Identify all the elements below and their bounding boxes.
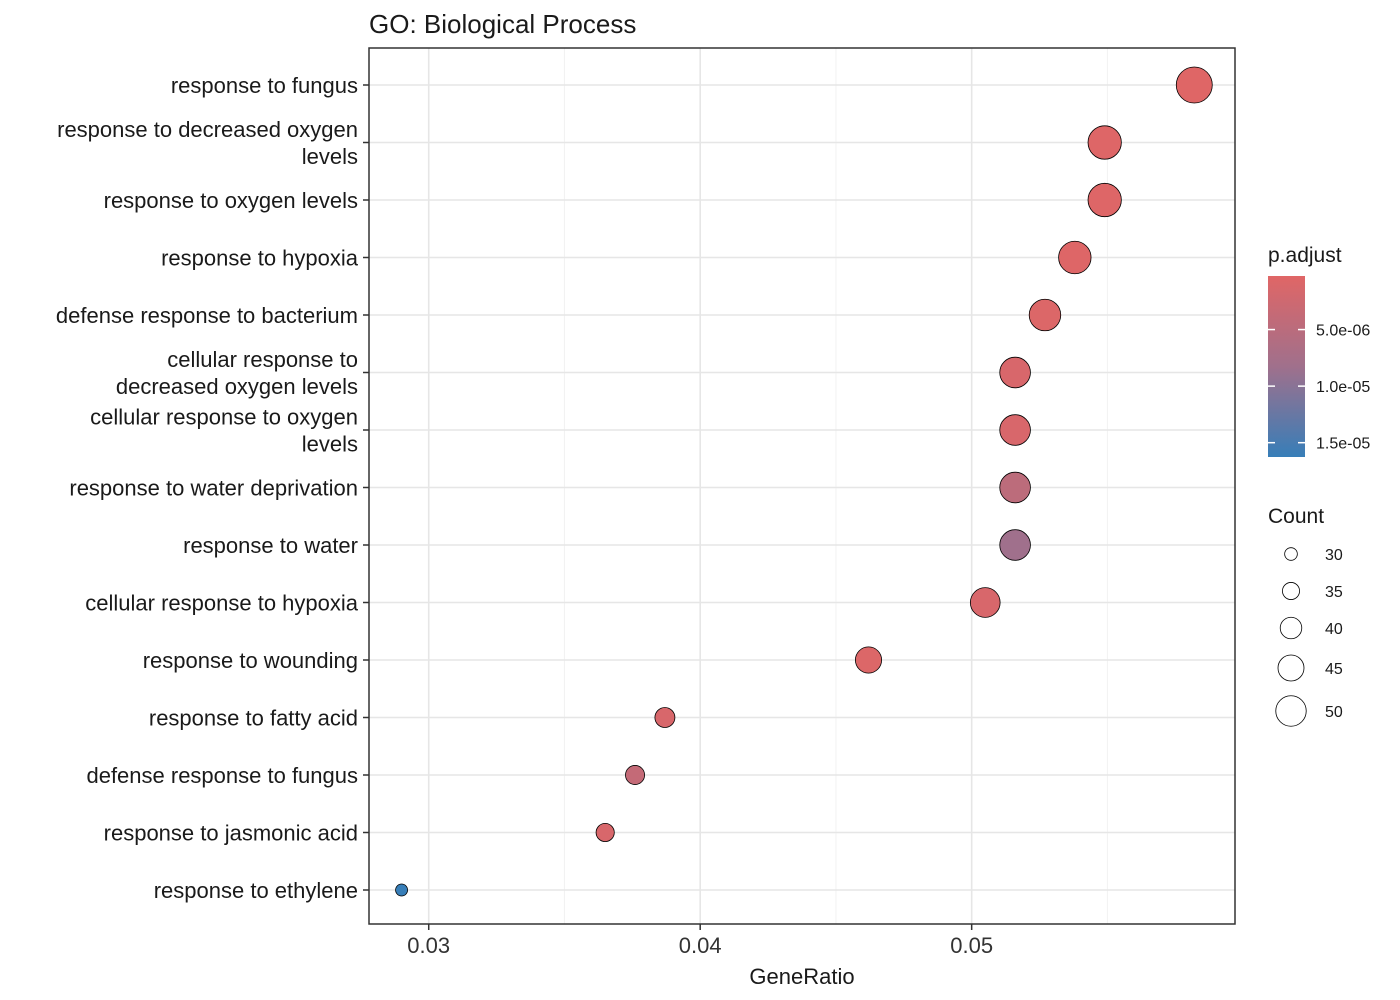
y-tick-label: response to ethylene xyxy=(154,878,358,903)
x-tick-label: 0.04 xyxy=(679,933,722,958)
size-legend-circle xyxy=(1284,547,1298,561)
size-legend: Count 30 35 40 45 50 xyxy=(1268,505,1343,727)
data-point xyxy=(1058,240,1092,275)
color-legend: p.adjust 5.0e-06 1.0e-05 1.5e-05 xyxy=(1268,244,1370,457)
y-tick-label: decreased oxygen levels xyxy=(116,374,358,399)
y-tick-label: cellular response to oxygen xyxy=(90,405,358,430)
plot-panel xyxy=(369,48,1235,924)
y-tick-label: response to fungus xyxy=(171,73,358,98)
y-tick-label: response to water xyxy=(183,533,358,558)
y-tick-label: cellular response to xyxy=(167,347,358,372)
color-legend-title: p.adjust xyxy=(1268,244,1342,267)
color-legend-bar xyxy=(1268,276,1305,457)
y-axis-ticks: response to fungus response to decreased … xyxy=(56,73,369,903)
size-legend-label: 30 xyxy=(1325,547,1343,564)
y-tick-label: defense response to bacterium xyxy=(56,303,358,328)
data-point xyxy=(854,646,883,674)
y-tick-label: levels xyxy=(302,144,358,169)
size-legend-title: Count xyxy=(1268,505,1324,528)
data-point xyxy=(1087,182,1122,218)
y-tick-label: response to decreased oxygen xyxy=(57,117,358,142)
size-legend-label: 40 xyxy=(1325,621,1343,638)
y-tick-label: response to oxygen levels xyxy=(104,188,358,213)
data-point xyxy=(595,822,615,843)
x-tick-label: 0.05 xyxy=(950,933,993,958)
y-tick-label: defense response to fungus xyxy=(86,763,358,788)
data-point xyxy=(969,587,1001,618)
size-legend-circle xyxy=(1277,654,1305,682)
x-axis-ticks: 0.03 0.04 0.05 xyxy=(407,924,993,958)
y-tick-label: cellular response to hypoxia xyxy=(85,591,358,616)
size-legend-circle xyxy=(1282,582,1300,600)
y-tick-label: response to jasmonic acid xyxy=(104,821,358,846)
color-legend-label: 5.0e-06 xyxy=(1316,323,1370,340)
chart-title: GO: Biological Process xyxy=(369,9,636,39)
color-legend-label: 1.0e-05 xyxy=(1316,379,1370,396)
y-tick-label: response to wounding xyxy=(143,648,358,673)
y-tick-label: response to water deprivation xyxy=(69,476,358,501)
x-axis-title: GeneRatio xyxy=(749,964,854,989)
data-point xyxy=(999,471,1031,504)
data-point xyxy=(999,414,1031,446)
data-point xyxy=(999,529,1031,561)
data-point xyxy=(654,707,676,728)
data-point xyxy=(625,765,645,785)
size-legend-label: 35 xyxy=(1325,584,1343,601)
size-legend-label: 45 xyxy=(1325,661,1343,678)
data-point xyxy=(395,883,408,897)
data-points xyxy=(395,66,1213,897)
size-legend-circle xyxy=(1279,616,1303,640)
plot-border xyxy=(368,47,1236,925)
data-point xyxy=(1175,66,1213,104)
x-tick-label: 0.03 xyxy=(407,933,450,958)
size-legend-label: 50 xyxy=(1325,704,1343,721)
data-point xyxy=(1087,125,1122,160)
y-tick-label: response to hypoxia xyxy=(161,246,359,271)
grid-lines xyxy=(369,48,1235,924)
data-point xyxy=(1028,298,1062,332)
y-tick-label: response to fatty acid xyxy=(149,706,358,731)
data-point xyxy=(999,356,1031,389)
size-legend-circle xyxy=(1275,695,1307,727)
color-legend-label: 1.5e-05 xyxy=(1316,436,1370,453)
y-tick-label: levels xyxy=(302,432,358,457)
